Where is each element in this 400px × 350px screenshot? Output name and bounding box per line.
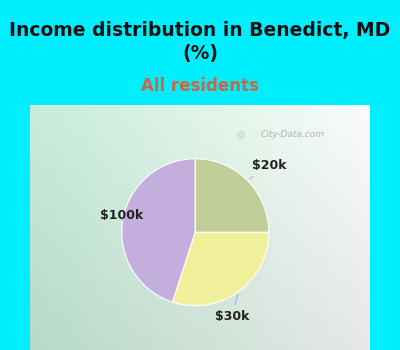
Text: @: @ — [236, 130, 245, 139]
Text: $20k: $20k — [250, 160, 286, 179]
Text: $30k: $30k — [215, 294, 249, 323]
Text: $100k: $100k — [100, 209, 143, 222]
Text: City-Data.com: City-Data.com — [261, 130, 325, 139]
Text: Income distribution in Benedict, MD
(%): Income distribution in Benedict, MD (%) — [9, 21, 391, 63]
Wedge shape — [122, 159, 195, 302]
Wedge shape — [195, 159, 269, 232]
Wedge shape — [172, 232, 269, 306]
Text: All residents: All residents — [141, 77, 259, 95]
